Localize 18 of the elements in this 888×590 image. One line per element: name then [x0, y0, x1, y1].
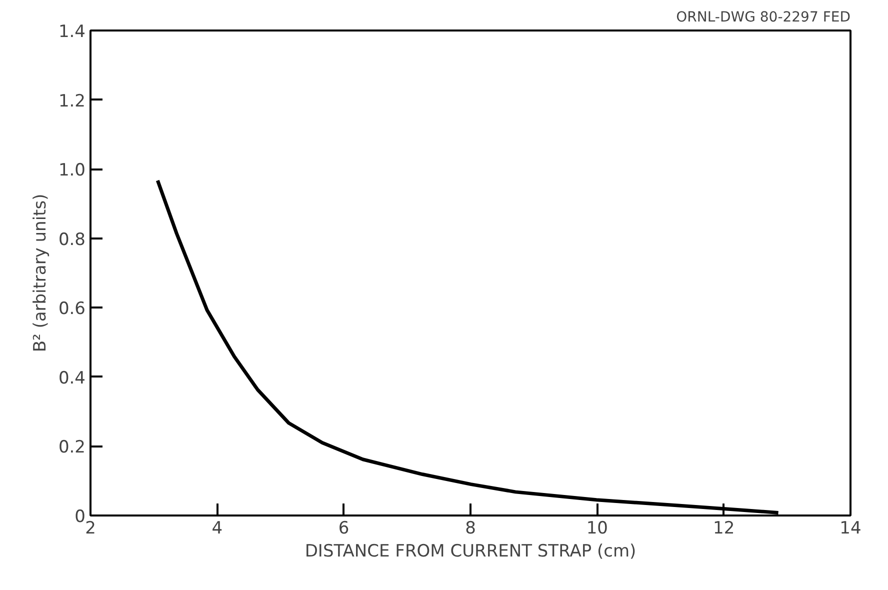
- text: ORNL-DWG 80-2297 FED: [676, 10, 851, 26]
- y-axis-title: B² (arbitrary units): [30, 194, 50, 352]
- x-tick-label: 8: [465, 518, 476, 538]
- y-tick-label: 0.2: [58, 438, 86, 458]
- x-tick-label: 10: [586, 518, 608, 538]
- x-tick-label: 6: [338, 518, 350, 538]
- x-axis-title: DISTANCE FROM CURRENT STRAP (cm): [304, 542, 636, 562]
- y-tick-label: 0.4: [58, 368, 86, 388]
- x-tick-label: 12: [713, 518, 735, 538]
- y-tick-label: 1.2: [58, 91, 86, 112]
- x-tick-label: 2: [85, 518, 96, 538]
- x-tick-label: 14: [840, 518, 862, 538]
- y-tick-label: 0: [74, 507, 86, 527]
- x-tick-label: 4: [212, 518, 223, 538]
- y-tick-label: 0.8: [58, 230, 86, 250]
- y-tick-label: 1.4: [58, 22, 86, 42]
- y-tick-label: 1.0: [58, 160, 86, 181]
- y-tick-label: 0.6: [58, 299, 86, 320]
